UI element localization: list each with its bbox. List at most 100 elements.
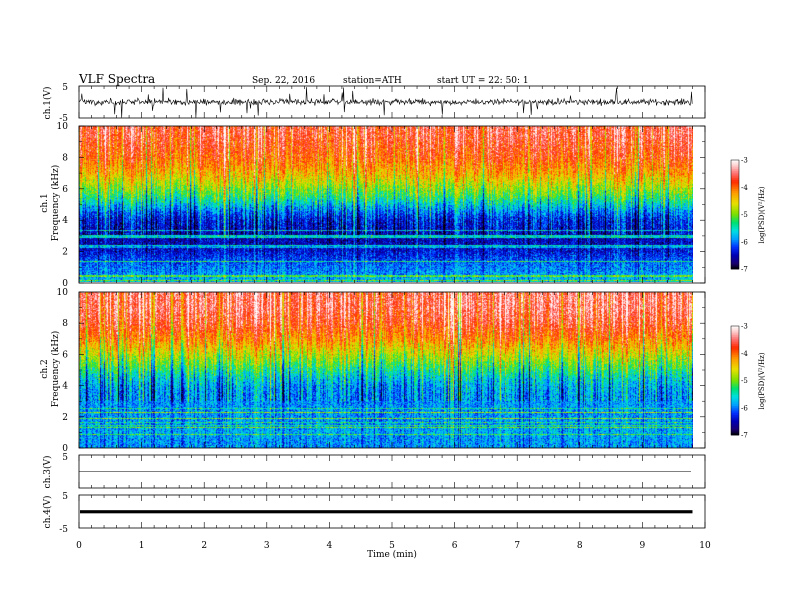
colorbar-1-segment (731, 185, 739, 188)
colorbar-2-segment (731, 413, 739, 416)
colorbar-1-segment (731, 205, 739, 208)
colorbar-2-segment (731, 415, 739, 418)
colorbar-1-segment (731, 216, 739, 219)
colorbar-2-segment (731, 424, 739, 427)
ch1-wave-trace (78, 87, 693, 118)
colorbar-1-segment (731, 170, 739, 174)
ch1-freq-ytick-8: 8 (62, 153, 68, 163)
colorbar-1-segment (731, 210, 739, 214)
colorbar-2-segment (731, 402, 739, 405)
ch2-freq-ytick-4: 4 (62, 382, 68, 392)
colorbar-2-segment (731, 326, 739, 329)
ch1-freq-ytick-0: 0 (62, 279, 68, 289)
ch1-colorbar: log(PSD)(V²/Hz) -3 -4 -5 -6 -7 (730, 157, 766, 274)
colorbar-2-segment (731, 356, 739, 360)
colorbar-1-segment (731, 198, 739, 201)
colorbar-2-segment (731, 418, 739, 421)
colorbar-2-segment (731, 387, 739, 390)
colorbar-1-segment (731, 252, 739, 255)
colorbar-2-segment (731, 405, 739, 409)
ch1-channel-label: ch.1 (40, 193, 50, 212)
colorbar-1-segment (731, 219, 739, 223)
colorbar-2-segment (731, 378, 739, 381)
colorbar-1-segment (731, 227, 739, 230)
ch3-wave-panel: ch.3(V) 5 (42, 453, 706, 488)
colorbar-2-tick--6: -6 (741, 404, 748, 412)
colorbar-2-segment (731, 331, 739, 334)
x-tick-label-9: 9 (640, 541, 646, 551)
ch1-spectrogram-panel: ch.1 Frequency (kHz) 0 2 4 6 8 10 (40, 122, 706, 289)
x-axis-label: Time (min) (367, 549, 417, 560)
colorbar-2-segment (731, 349, 739, 352)
colorbar-1-segment (731, 176, 739, 179)
figure-title: VLF Spectra (78, 72, 155, 86)
colorbar-1-segment (731, 212, 739, 215)
colorbar-1-segment (731, 178, 739, 181)
colorbar-1-segment (731, 223, 739, 226)
ch3-wave-ytick-top: 5 (62, 453, 68, 463)
x-tick-label-1: 1 (139, 541, 145, 551)
colorbar-2-frame (730, 325, 740, 436)
colorbar-1-segment (731, 225, 739, 228)
x-axis: Time (min) 0 1 2 3 4 5 6 7 8 9 10 (76, 541, 711, 560)
header-date: Sep. 22, 2016 (252, 76, 315, 86)
colorbar-2-segment (731, 335, 739, 338)
colorbar-1-segment (731, 258, 739, 261)
colorbar-1-segment (731, 245, 739, 248)
ch1-wave-ylabel: ch.1(V) (42, 87, 53, 120)
colorbar-1-segment (731, 214, 739, 217)
colorbar-1-segment (731, 160, 739, 163)
colorbar-2-segment (731, 353, 739, 356)
colorbar-1-segment (731, 189, 739, 192)
ch4-wave-ylabel: ch.4(V) (42, 496, 53, 529)
colorbar-1-segment (731, 241, 739, 244)
colorbar-1-segment (731, 259, 739, 263)
x-tick-label-8: 8 (577, 541, 583, 551)
colorbar-2-segment (731, 369, 739, 372)
ch2-freq-ytick-2: 2 (62, 413, 68, 423)
colorbar-2-segment (731, 427, 739, 430)
colorbar-1-segment (731, 199, 739, 203)
ch4-wave-trace (80, 510, 693, 514)
colorbar-1-segment (731, 163, 739, 166)
colorbar-2-segment (731, 420, 739, 423)
colorbar-2-segment (731, 398, 739, 401)
colorbar-2-segment (731, 396, 739, 400)
colorbar-2-segment (731, 407, 739, 410)
colorbar-2-segment (731, 380, 739, 383)
colorbar-1-segment (731, 261, 739, 264)
colorbar-1-segment (731, 256, 739, 259)
ch1-freq-ytick-4: 4 (62, 216, 68, 226)
colorbar-1-segment (731, 243, 739, 246)
colorbar-1-segment (731, 161, 739, 165)
ch2-spectrogram-panel: ch.2 Frequency (kHz) 0 2 4 6 8 10 (40, 288, 706, 454)
ch2-spectrogram-image (79, 292, 693, 448)
colorbar-1-segment (731, 232, 739, 235)
colorbar-1-segment (731, 234, 739, 237)
colorbar-1-segment (731, 209, 739, 212)
ch2-colorbar: log(PSD)(V²/Hz) -3 -4 -5 -6 -7 (730, 323, 766, 440)
colorbar-2-segment (731, 375, 739, 378)
x-tick-label-6: 6 (452, 541, 458, 551)
colorbar-2-segment (731, 336, 739, 340)
x-tick-label-10: 10 (699, 541, 711, 551)
colorbar-1-segment (731, 263, 739, 266)
colorbar-2-segment (731, 362, 739, 365)
colorbar-2-segment (731, 400, 739, 403)
colorbar-1-segment (731, 221, 739, 224)
colorbar-1-segment (731, 236, 739, 239)
colorbar-2-tick--3: -3 (741, 323, 748, 331)
colorbar-2-segment (731, 409, 739, 412)
colorbar-2-segment (731, 429, 739, 432)
ch4-wave-panel: ch.4(V) 5 -5 (42, 492, 706, 535)
ch4-wave-ytick-bottom: -5 (59, 525, 68, 535)
colorbar-2-segment (731, 376, 739, 380)
colorbar-1-segment (731, 167, 739, 170)
colorbar-1-tick--6: -6 (741, 238, 748, 246)
colorbar-2-segment (731, 364, 739, 367)
colorbar-2-segment (731, 384, 739, 387)
colorbar-1-segment (731, 265, 739, 268)
colorbar-1-segment (731, 187, 739, 190)
colorbar-1-segment (731, 250, 739, 254)
ch2-freq-ytick-10: 10 (57, 288, 69, 298)
